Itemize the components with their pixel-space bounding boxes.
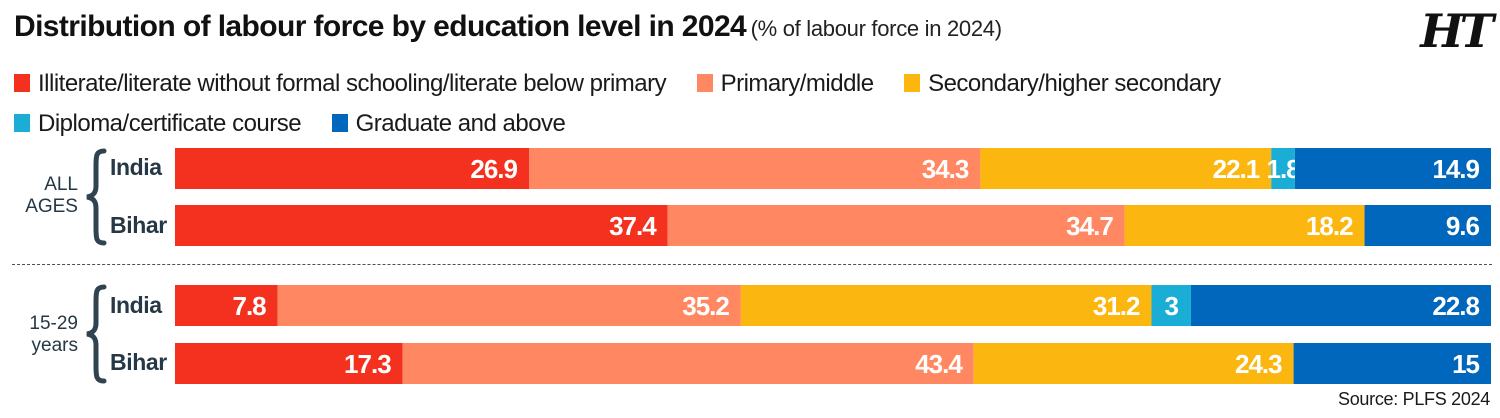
group-label-all-ages: ALL AGES (12, 174, 78, 218)
legend-swatch (904, 74, 921, 92)
bar-segment-illiterate (175, 343, 403, 384)
data-label: 22.1 (1213, 154, 1260, 184)
data-label: 9.6 (1446, 211, 1480, 241)
source-note: Source: PLFS 2024 (1338, 389, 1490, 409)
bar-segment-primary-middle (667, 205, 1125, 246)
legend-label: Secondary/higher secondary (928, 70, 1221, 97)
data-label: 34.3 (922, 154, 969, 184)
bar-segment-secondary (980, 148, 1272, 189)
data-label: 34.7 (1066, 211, 1113, 241)
bar-segment-secondary (973, 343, 1294, 384)
legend-item-diploma: Diploma/certificate course (14, 104, 302, 144)
legend-item-primary: Primary/middle (696, 64, 875, 104)
bar-segment-graduate (1293, 343, 1491, 384)
legend-item-illiterate: Illiterate/literate without formal schoo… (14, 64, 667, 104)
data-label: 26.9 (470, 154, 517, 184)
bar-segment-primary-middle (529, 148, 981, 189)
brace-icon (86, 284, 107, 384)
legend-swatch (331, 114, 348, 132)
group-label-line: years (31, 335, 78, 356)
legend: Illiterate/literate without formal schoo… (14, 64, 1394, 144)
bar-segment-graduate (1294, 148, 1491, 189)
bar-segment-graduate (1190, 285, 1491, 326)
data-label: 35.2 (682, 291, 729, 321)
bar-segment-illiterate (175, 285, 278, 326)
data-label: 14.9 (1432, 154, 1479, 184)
data-label: 17.3 (344, 349, 391, 379)
bar-segment-secondary (740, 285, 1152, 326)
chart-header: Distribution of labour force by educatio… (14, 10, 1002, 44)
group-label-line: 15-29 (29, 313, 78, 334)
chart-title: Distribution of labour force by educatio… (14, 10, 747, 43)
group-label-line: ALL (44, 174, 78, 195)
row-label-india: India (110, 292, 162, 318)
bar-segment-primary-middle (402, 343, 974, 384)
data-label: 43.4 (915, 349, 963, 379)
data-label: 31.2 (1093, 291, 1140, 321)
bar-segment-primary-middle (277, 285, 741, 326)
bar-segment-illiterate (175, 148, 529, 189)
data-label: 15 (1452, 349, 1479, 379)
legend-swatch (14, 74, 30, 92)
bar-segment-graduate (1364, 205, 1491, 246)
ht-logo: HT (1420, 4, 1494, 58)
legend-label: Graduate and above (355, 110, 566, 137)
data-label: 18.2 (1306, 211, 1353, 241)
legend-label: Illiterate/literate without formal schoo… (38, 70, 667, 97)
group-label-line: AGES (25, 196, 78, 217)
data-label: 3 (1164, 291, 1178, 321)
brace-icon (86, 148, 107, 246)
legend-swatch (696, 74, 713, 92)
row-label-india: India (110, 154, 162, 180)
legend-item-secondary: Secondary/higher secondary (904, 64, 1221, 104)
data-label: 24.3 (1235, 349, 1282, 379)
row-label-bihar: Bihar (110, 349, 167, 375)
bar-segment-illiterate (175, 205, 668, 246)
legend-swatch (14, 114, 30, 132)
chart-subtitle: (% of labour force in 2024) (750, 16, 1002, 41)
data-label: 37.4 (609, 211, 657, 241)
data-label: 7.8 (232, 291, 266, 321)
bar-segment-diploma (1271, 148, 1295, 189)
legend-label: Diploma/certificate course (38, 110, 302, 137)
data-label: 22.8 (1432, 291, 1479, 321)
row-label-bihar: Bihar (110, 212, 167, 238)
legend-item-graduate: Graduate and above (331, 104, 566, 144)
group-label-15-29-years: 15-29 years (12, 313, 78, 357)
group-divider (12, 264, 1492, 265)
legend-label: Primary/middle (720, 70, 875, 97)
bar-segment-diploma (1151, 285, 1191, 326)
bar-segment-secondary (1124, 205, 1365, 246)
